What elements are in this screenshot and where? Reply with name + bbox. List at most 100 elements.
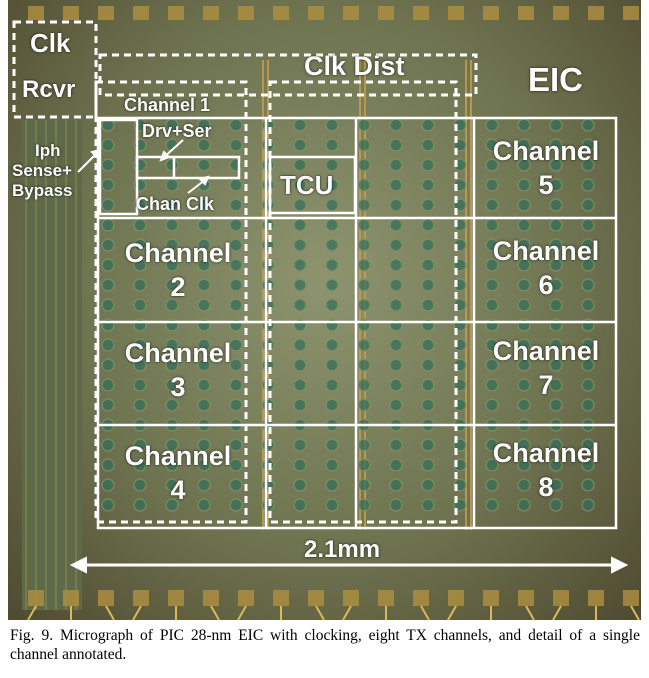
bump-pad [229, 138, 243, 152]
bump-pad [133, 478, 147, 492]
bump-pad [325, 158, 339, 172]
bump-pad [357, 138, 371, 152]
bump-pad [261, 298, 275, 312]
bump-pad [325, 438, 339, 452]
bump-pad [581, 458, 595, 472]
channel8-number: 8 [538, 472, 554, 502]
bump-pad [325, 478, 339, 492]
channel5-number: 5 [538, 170, 554, 200]
drv-ser-label: Drv+Ser [142, 121, 212, 141]
bump-pad [293, 138, 307, 152]
bump-pad [165, 478, 179, 492]
bump-pad [325, 378, 339, 392]
bump-pad [101, 258, 115, 272]
bump-pad [549, 278, 563, 292]
bump-pad [485, 278, 499, 292]
bump-pad [229, 178, 243, 192]
bump-pad [357, 438, 371, 452]
scale-bar-left-head [69, 556, 87, 574]
bump-pad [133, 298, 147, 312]
bump-pad [549, 498, 563, 512]
bottom-bond-pad [378, 590, 394, 606]
bump-pad [197, 358, 211, 372]
bump-pad [325, 238, 339, 252]
channel4-title: Channel [124, 441, 232, 471]
top-bond-pad [238, 6, 254, 20]
bump-pad [517, 178, 531, 192]
bump-pad [357, 458, 371, 472]
bump-pad [293, 218, 307, 232]
bump-pad [261, 178, 275, 192]
bump-pad [517, 358, 531, 372]
bump-pad [197, 498, 211, 512]
bump-pad [485, 138, 499, 152]
bump-pad [165, 338, 179, 352]
bump-pad [549, 258, 563, 272]
bump-pad [133, 338, 147, 352]
bottom-bond-pad [98, 590, 114, 606]
bump-pad [357, 398, 371, 412]
chan-clk-arrowhead [198, 175, 210, 186]
bump-pad [261, 378, 275, 392]
bump-pad [197, 378, 211, 392]
bump-pad [421, 358, 435, 372]
bump-pad [581, 378, 595, 392]
bump-pad [421, 118, 435, 132]
drv-ser-box [135, 155, 241, 180]
bump-pad [197, 238, 211, 252]
bump-pad [549, 178, 563, 192]
bump-pad [485, 498, 499, 512]
bottom-bond-pad [518, 590, 534, 606]
bump-pad [421, 498, 435, 512]
bump-pad [517, 498, 531, 512]
channel5-label: Channel 5 [476, 138, 616, 199]
scale-bar-right-head [611, 556, 629, 574]
bump-pad [133, 378, 147, 392]
bump-pad [165, 438, 179, 452]
bump-pad [197, 398, 211, 412]
bottom-bond-pad [273, 590, 289, 606]
bump-pad [581, 498, 595, 512]
top-bond-pad [98, 6, 114, 20]
bump-pad [293, 118, 307, 132]
bump-pad [357, 218, 371, 232]
bump-pad [421, 478, 435, 492]
bump-pad [581, 278, 595, 292]
bump-pad [485, 258, 499, 272]
die-artwork [12, 6, 640, 620]
bump-pad [101, 218, 115, 232]
bump-pad [293, 478, 307, 492]
channel8-label: Channel 8 [476, 440, 616, 501]
bump-pad [261, 238, 275, 252]
sense-label: Sense+ [12, 161, 73, 180]
bump-pad [517, 338, 531, 352]
bump-pad [261, 338, 275, 352]
bottom-bond-pad [413, 590, 429, 606]
bypass-label: Bypass [12, 181, 73, 200]
bump-pad [549, 398, 563, 412]
bump-pad [517, 138, 531, 152]
bump-pad [389, 238, 403, 252]
bump-pad [229, 398, 243, 412]
bump-pad [261, 398, 275, 412]
bump-pad [229, 338, 243, 352]
bump-pad [229, 218, 243, 232]
bump-pad [357, 298, 371, 312]
bump-pad [133, 498, 147, 512]
bump-pad [101, 458, 115, 472]
bump-pad [389, 378, 403, 392]
top-bond-pad [518, 6, 534, 20]
bump-pad [389, 458, 403, 472]
bond-wire [552, 605, 562, 620]
bump-pad [389, 398, 403, 412]
scale-label: 2.1mm [304, 536, 381, 563]
bump-pad [581, 298, 595, 312]
bottom-bond-pad [238, 590, 254, 606]
bottom-bond-pad [168, 590, 184, 606]
bump-pad [293, 238, 307, 252]
bump-pad [389, 338, 403, 352]
bump-pad [549, 478, 563, 492]
bump-pad [517, 118, 531, 132]
bottom-bond-pad [448, 590, 464, 606]
clk-dist-middle-box [268, 80, 458, 524]
